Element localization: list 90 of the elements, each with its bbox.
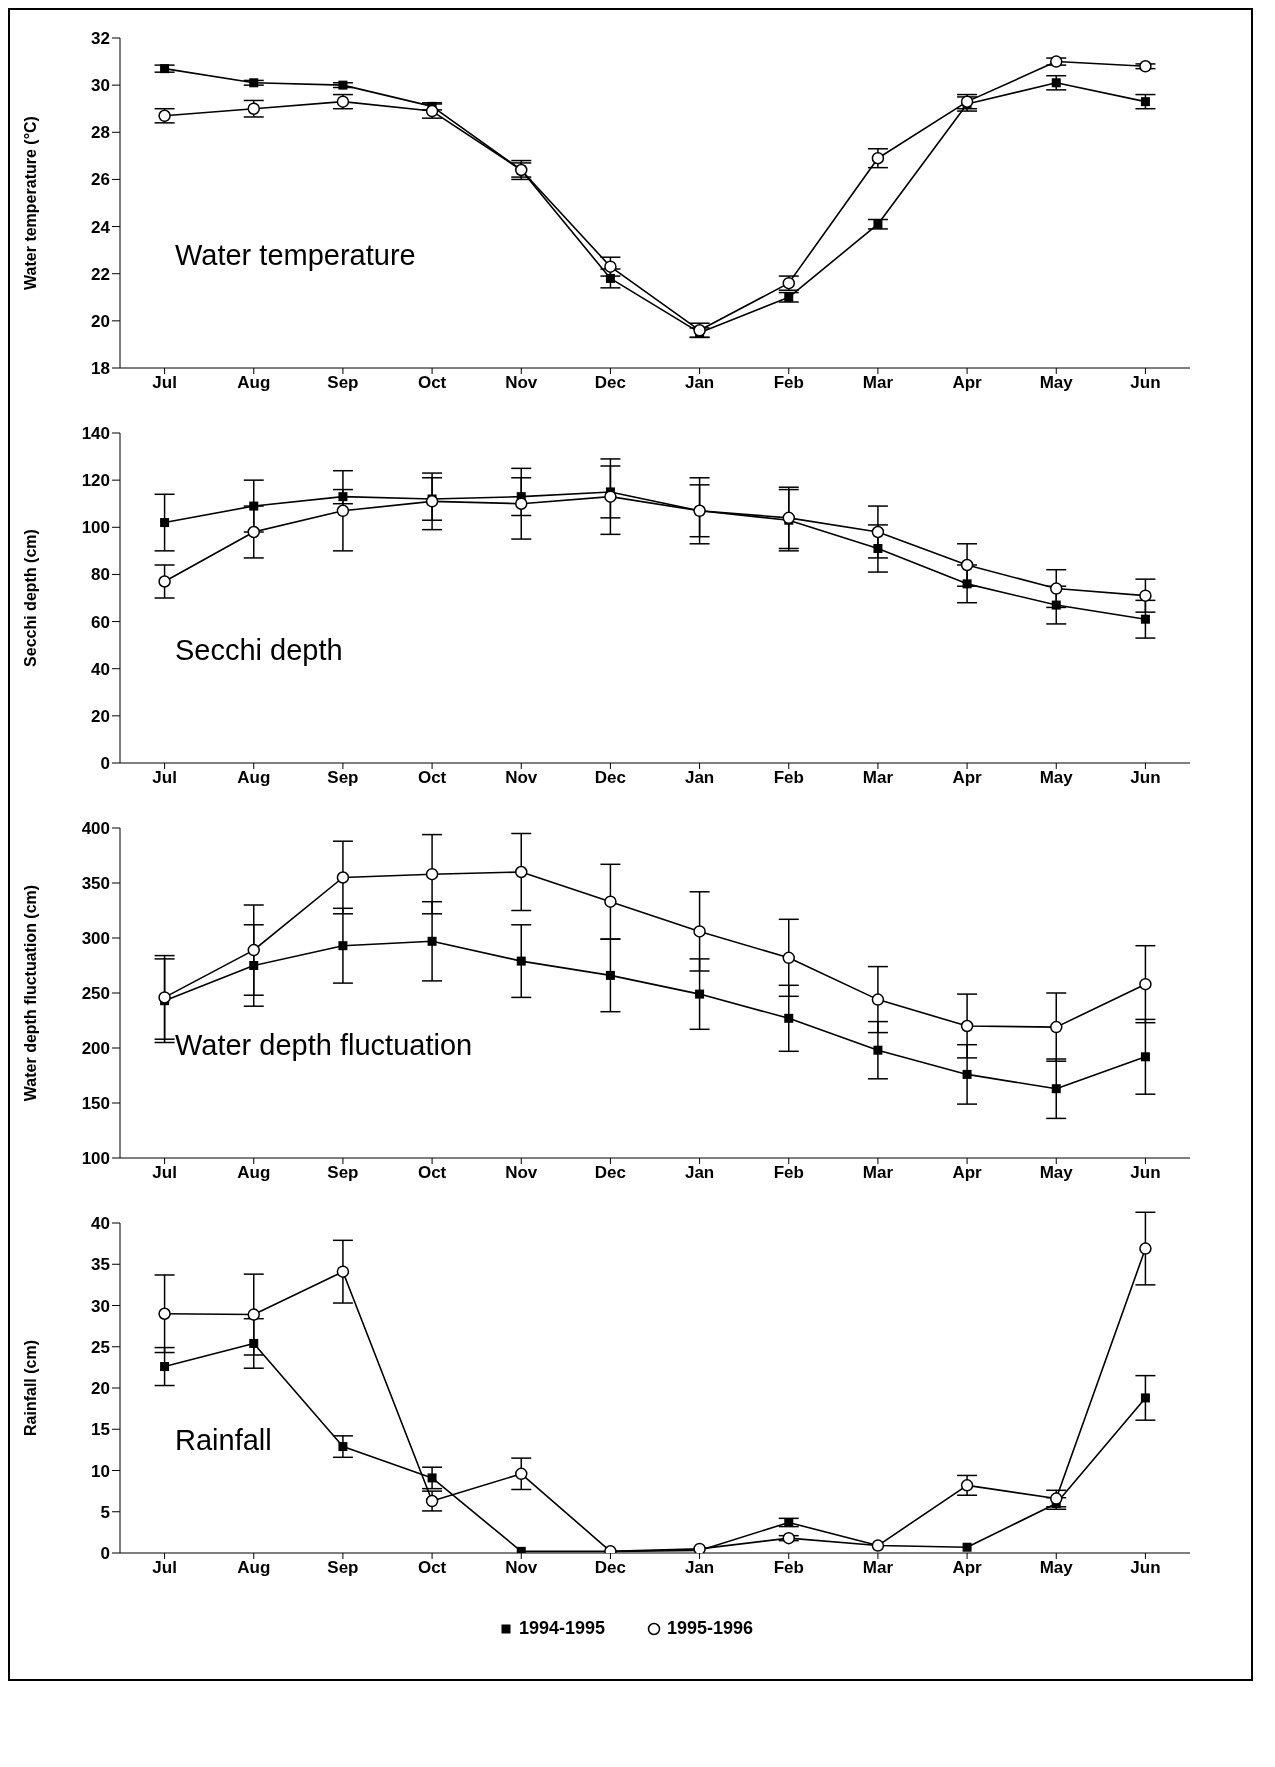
y-tick-label: 20 [91,1379,110,1399]
x-tick-label: Apr [952,1558,983,1578]
y-tick-label: 5 [100,1502,110,1522]
x-tick-label: Dec [594,1163,627,1183]
x-tick-label: Aug [237,1558,271,1578]
y-tick-label: 35 [91,1255,110,1275]
y-tick-label: 350 [81,874,110,894]
x-tick-label: Mar [862,373,894,393]
x-tick-label: Feb [773,1558,804,1578]
y-tick-label: 20 [91,311,110,331]
y-axis-title: Water depth fluctuation (cm) [21,884,39,1102]
y-tick-label: 250 [81,984,110,1004]
y-tick-label: 15 [91,1420,110,1440]
y-tick-label: 0 [100,1544,110,1564]
x-tick-label: May [1039,1558,1074,1578]
y-axis-title: Rainfall (cm) [21,1339,39,1437]
legend-label: 1994-1995 [518,1618,605,1639]
x-tick-label: Dec [594,1558,627,1578]
x-tick-label: Apr [952,373,983,393]
y-tick-label: 10 [91,1461,110,1481]
x-tick-label: Feb [773,373,804,393]
x-tick-label: Nov [505,1163,538,1183]
x-tick-label: Jun [1130,1163,1161,1183]
x-tick-label: Jun [1130,768,1161,788]
y-tick-label: 300 [81,929,110,949]
x-tick-label: Sep [327,1558,359,1578]
x-tick-label: Jul [152,373,177,393]
y-tick-label: 40 [91,659,110,679]
x-tick-label: Sep [327,373,359,393]
x-tick-label: Mar [862,768,894,788]
x-tick-label: Feb [773,768,804,788]
x-tick-label: Mar [862,1558,894,1578]
x-tick-label: Oct [417,1558,447,1578]
x-tick-label: Nov [505,768,538,788]
x-tick-label: Jun [1130,373,1161,393]
text: Water depth fluctuation [175,1029,473,1063]
x-tick-label: Aug [237,768,271,788]
x-tick-label: Oct [417,1163,447,1183]
x-tick-label: Jul [152,1163,177,1183]
x-tick-label: Jan [684,1163,715,1183]
y-axis-title: Water temperature (°C) [21,116,39,290]
y-tick-label: 22 [91,264,110,284]
x-tick-label: Nov [505,373,538,393]
legend-label: 1995-1996 [667,1618,754,1639]
x-tick-label: Oct [417,373,447,393]
y-tick-label: 32 [91,29,110,49]
y-tick-label: 25 [91,1337,110,1357]
x-tick-label: Dec [594,768,627,788]
x-tick-label: Apr [952,768,983,788]
y-tick-label: 24 [91,217,111,237]
x-tick-label: Sep [327,768,359,788]
y-tick-label: 200 [81,1039,110,1059]
y-tick-label: 80 [91,565,110,585]
x-tick-label: Jan [684,373,715,393]
y-tick-label: 40 [91,1214,110,1234]
x-tick-label: Jun [1130,1558,1161,1578]
y-tick-label: 30 [91,76,110,96]
x-tick-label: Sep [327,1163,359,1183]
y-tick-label: 140 [81,424,110,444]
y-tick-label: 28 [91,123,110,143]
y-tick-label: 100 [81,1149,110,1169]
y-tick-label: 120 [81,471,110,491]
y-tick-label: 0 [100,754,110,774]
x-tick-label: Dec [594,373,627,393]
y-tick-label: 60 [91,612,110,632]
x-tick-label: Aug [237,373,271,393]
x-tick-label: Nov [505,1558,538,1578]
y-tick-label: 30 [91,1296,110,1316]
x-tick-label: Jul [152,1558,177,1578]
x-tick-label: Mar [862,1163,894,1183]
x-tick-label: Aug [237,1163,271,1183]
y-axis-title: Secchi depth (cm) [21,529,39,667]
x-tick-label: Feb [773,1163,804,1183]
y-tick-label: 18 [91,359,110,379]
x-tick-label: Oct [417,768,447,788]
x-tick-label: May [1039,768,1074,788]
y-tick-label: 150 [81,1094,110,1114]
x-tick-label: Apr [952,1163,983,1183]
x-tick-label: Jan [684,1558,715,1578]
y-tick-label: 100 [81,518,110,538]
x-tick-label: May [1039,373,1074,393]
x-tick-label: Jul [152,768,177,788]
x-tick-label: May [1039,1163,1074,1183]
x-tick-label: Jan [684,768,715,788]
y-tick-label: 26 [91,170,110,190]
text: Water temperature [175,239,416,273]
text: Secchi depth [175,634,343,668]
y-tick-label: 20 [91,706,110,726]
y-tick-label: 400 [81,819,110,839]
text: Rainfall [175,1424,272,1458]
